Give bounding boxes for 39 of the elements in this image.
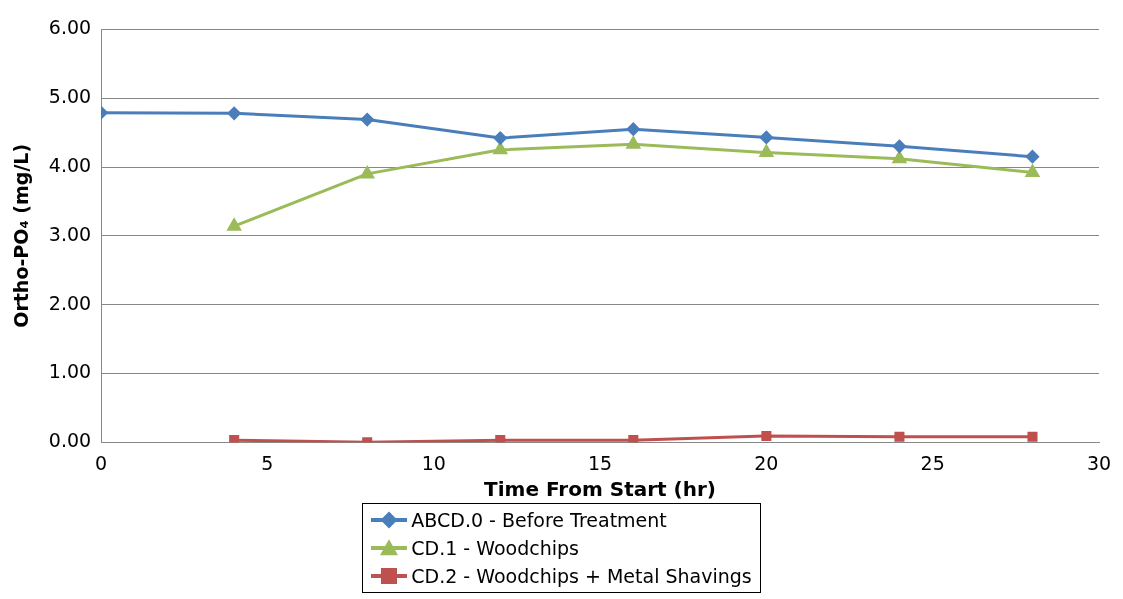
y-tick-label: 6.00 [48,16,92,39]
point [493,131,507,145]
point [626,136,641,149]
legend-label: CD.2 - Woodchips + Metal Shavings [411,565,752,587]
point [1025,150,1039,164]
point [759,145,774,158]
y-axis-title: Ortho-PO₄ (mg/L) [10,143,33,328]
point [1027,431,1038,442]
x-tick-label: 20 [754,451,779,474]
point [759,130,773,144]
point [892,139,906,153]
y-tick-label: 5.00 [48,85,92,108]
point [894,431,905,442]
point [1025,165,1040,177]
y-tick-label: 3.00 [48,222,92,245]
point [493,142,507,155]
x-tick-label: 5 [261,451,274,474]
point [360,113,374,127]
point [761,430,772,442]
point [495,435,506,443]
x-tick-label: 25 [920,451,945,474]
point [227,106,241,120]
x-tick-label: 30 [1086,451,1112,474]
y-tick-label: 1.00 [48,360,92,383]
point [229,435,240,443]
x-tick-label: 0 [95,451,108,474]
point [227,218,241,231]
x-tick-label: 10 [421,451,446,474]
point [626,122,640,136]
point [892,151,907,164]
y-tick-label: 4.00 [48,153,92,176]
legend-label: CD.1 - Woodchips [411,537,579,559]
point [628,435,639,443]
x-axis-title: Time From Start (hr) [484,477,716,502]
y-tick-label: 2.00 [48,291,92,314]
point [360,166,374,179]
legend-label: ABCD.0 - Before Treatment [411,509,667,531]
x-tick-label: 15 [587,451,613,474]
y-tick-label: 0.00 [48,429,92,452]
